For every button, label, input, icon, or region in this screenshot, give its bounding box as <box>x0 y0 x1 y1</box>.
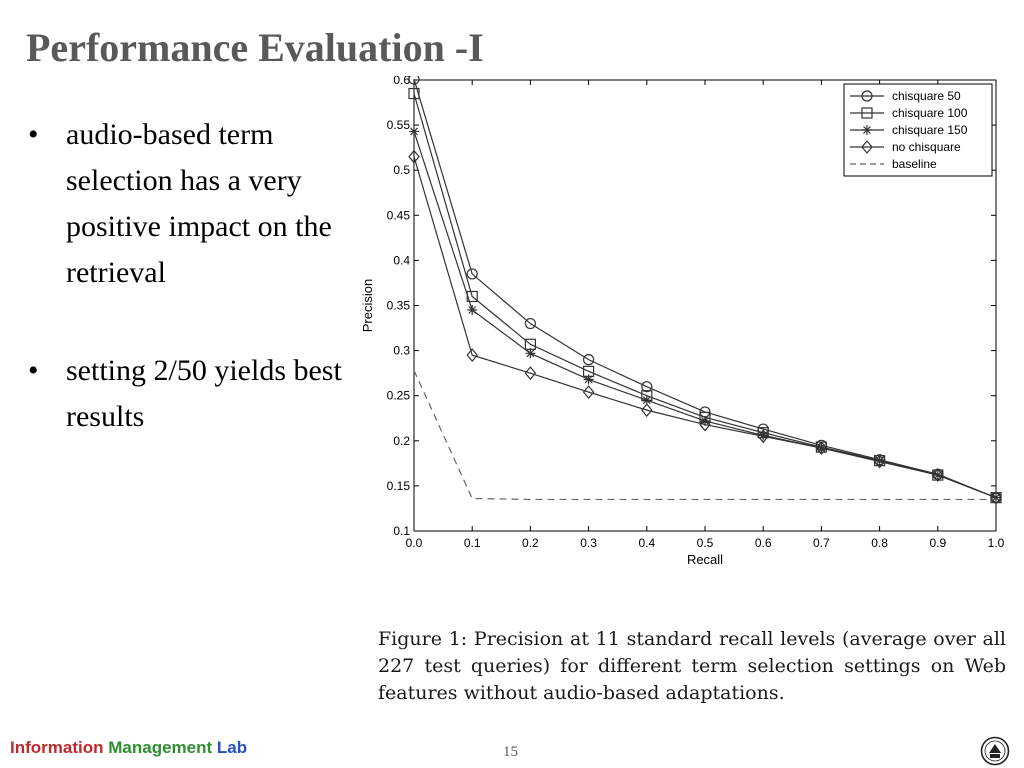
series-line-3 <box>413 131 997 499</box>
y-tick-label: 0.3 <box>393 344 410 358</box>
legend-marker <box>862 125 872 135</box>
x-tick-label: 0.7 <box>813 536 830 550</box>
series-1-point <box>466 268 478 280</box>
series-1-point <box>408 76 420 85</box>
y-tick-label: 0.2 <box>393 434 410 448</box>
bullet-text: audio-based term selection has a very po… <box>66 118 332 289</box>
legend-label: baseline <box>892 157 937 171</box>
series-line-4 <box>413 156 997 499</box>
series-4-point <box>990 490 1002 505</box>
series-4-point <box>873 454 886 469</box>
series-4-point <box>757 429 769 444</box>
legend-label: no chisquare <box>892 140 961 154</box>
bullet-dot-icon: • <box>28 118 39 151</box>
series-1-point <box>524 317 536 330</box>
lab-word-lab: Lab <box>216 738 248 757</box>
legend-label: chisquare 100 <box>892 106 968 120</box>
series-4-point <box>641 403 653 418</box>
series-2-point <box>408 87 420 100</box>
y-tick-label: 0.4 <box>393 253 410 267</box>
lab-word-management: Management <box>108 738 213 757</box>
series-3-point <box>409 126 419 137</box>
x-tick-label: 0.1 <box>464 536 481 550</box>
x-tick-label: 0.0 <box>406 536 423 550</box>
series-4-point <box>815 441 828 455</box>
x-tick-label: 1.0 <box>988 536 1005 550</box>
series-4-point <box>582 385 595 400</box>
series-4-point <box>408 149 420 164</box>
bullet-item: • audio-based term selection has a very … <box>28 112 368 296</box>
x-tick-label: 0.5 <box>697 536 714 550</box>
series-4-point <box>932 468 944 483</box>
y-axis-label: Precision <box>360 279 375 332</box>
x-tick-label: 0.8 <box>871 536 888 550</box>
series-3-point <box>525 348 536 359</box>
x-tick-label: 0.9 <box>929 536 946 550</box>
series-1-point <box>583 354 595 366</box>
bullet-item: • setting 2/50 yields best results <box>28 348 368 440</box>
series-4-point <box>524 366 537 381</box>
series-line-5 <box>413 370 996 501</box>
series-4-point <box>466 348 478 363</box>
lab-logo: Information Management Lab <box>10 738 247 758</box>
series-3-point <box>583 374 594 385</box>
legend-marker <box>861 90 873 102</box>
x-tick-label: 0.4 <box>638 536 655 550</box>
university-seal-icon <box>980 736 1010 766</box>
x-tick-label: 0.6 <box>755 536 772 550</box>
y-tick-label: 0.55 <box>387 118 411 132</box>
y-tick-label: 0.6 <box>393 76 410 87</box>
figure-caption: Figure 1: Precision at 11 standard recal… <box>378 628 1006 704</box>
y-tick-label: 0.5 <box>393 163 410 177</box>
series-4-point <box>699 417 711 432</box>
legend-marker <box>861 140 873 154</box>
x-axis-label: Recall <box>687 552 723 567</box>
series-3-point <box>641 395 652 406</box>
legend-marker <box>861 107 873 119</box>
series-3-point <box>874 455 885 466</box>
y-tick-label: 0.1 <box>393 524 410 538</box>
y-tick-label: 0.25 <box>387 389 411 403</box>
y-tick-label: 0.15 <box>387 479 411 493</box>
series-3-point <box>467 305 478 316</box>
bullet-dot-icon: • <box>28 354 39 387</box>
x-tick-label: 0.3 <box>580 536 597 550</box>
series-1-point <box>641 381 653 393</box>
lab-word-information: Information <box>10 738 104 757</box>
legend-label: chisquare 150 <box>892 123 968 137</box>
x-tick-label: 0.2 <box>522 536 539 550</box>
legend-box <box>843 83 993 177</box>
bullet-list: • audio-based term selection has a very … <box>28 112 368 492</box>
series-3-point <box>700 415 710 426</box>
bullet-text: setting 2/50 yields best results <box>66 354 342 433</box>
y-tick-label: 0.35 <box>387 299 411 313</box>
y-tick-label: 0.45 <box>387 208 411 222</box>
slide-title: Performance Evaluation -I <box>26 25 484 70</box>
series-3-point <box>758 430 769 441</box>
legend-label: chisquare 50 <box>892 89 961 103</box>
precision-recall-chart: 0.0 0.1 0.2 0.3 0.4 0.5 0.6 0.7 0.8 0.9 1.00.10.15… <box>360 76 1005 567</box>
page-number: 15 <box>503 744 518 760</box>
